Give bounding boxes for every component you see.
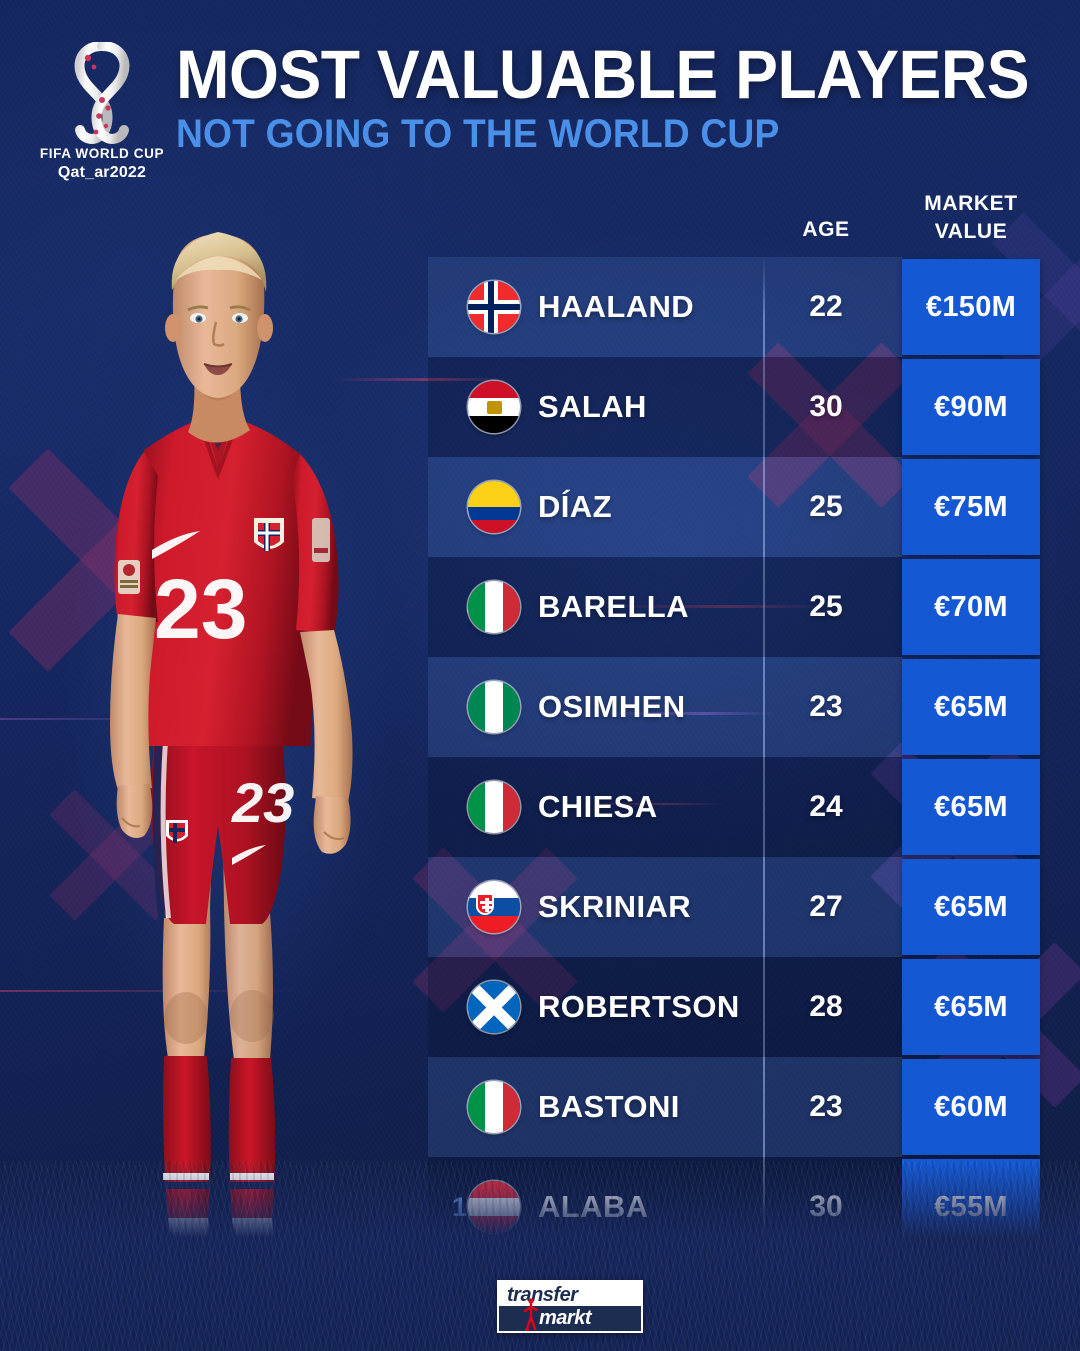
italy-flag-icon bbox=[468, 781, 520, 833]
column-header-market-value-line2: VALUE bbox=[934, 219, 1008, 243]
player-name: CHIESA bbox=[538, 789, 658, 824]
column-header-market-value: MARKET VALUE bbox=[900, 190, 1042, 246]
players-table: 1HAALAND22€150M2SALAH30€90M3DÍAZ25€75M4B… bbox=[0, 257, 1080, 1257]
market-value: €65M bbox=[902, 759, 1040, 855]
player-age: 28 bbox=[809, 990, 843, 1023]
transfermarkt-logo: transfer markt bbox=[497, 1280, 643, 1333]
fifa-logo-line2: Qat_ar2022 bbox=[57, 164, 147, 181]
market-value: €65M bbox=[902, 859, 1040, 955]
table-row[interactable]: 8ROBERTSON28€65M bbox=[0, 957, 1080, 1057]
table-row[interactable]: 7SKRINIAR27€65M bbox=[0, 857, 1080, 957]
player-age: 30 bbox=[809, 390, 843, 423]
market-value: €60M bbox=[902, 1059, 1040, 1155]
colombia-flag-icon bbox=[468, 481, 520, 533]
italy-flag-icon bbox=[468, 1081, 520, 1133]
player-name: OSIMHEN bbox=[538, 689, 686, 724]
column-header-age: AGE bbox=[802, 218, 850, 241]
fifa-logo-line1: FIFA WORLD CUP bbox=[39, 146, 165, 161]
market-value: €75M bbox=[902, 459, 1040, 555]
market-value: €55M bbox=[902, 1159, 1040, 1255]
table-row[interactable]: 6CHIESA24€65M bbox=[0, 757, 1080, 857]
player-name: HAALAND bbox=[538, 289, 695, 324]
scotland-flag-icon bbox=[468, 981, 520, 1033]
egypt-flag-icon bbox=[468, 381, 520, 433]
player-age: 25 bbox=[809, 590, 843, 623]
transfermarkt-player-figure-icon bbox=[524, 1298, 538, 1331]
player-name: SALAH bbox=[538, 389, 647, 424]
player-age: 30 bbox=[809, 1190, 843, 1223]
player-name: BASTONI bbox=[538, 1089, 680, 1124]
table-row[interactable]: 4BARELLA25€70M bbox=[0, 557, 1080, 657]
player-age: 25 bbox=[809, 490, 843, 523]
nigeria-flag-icon bbox=[468, 681, 520, 733]
table-row[interactable]: 9BASTONI23€60M bbox=[0, 1057, 1080, 1157]
table-row[interactable]: 10 ALABA 30 €55M bbox=[0, 1157, 1080, 1257]
market-value: €150M bbox=[902, 259, 1040, 355]
market-value: €65M bbox=[902, 659, 1040, 755]
player-name: ALABA bbox=[538, 1189, 649, 1224]
player-name: ROBERTSON bbox=[538, 989, 740, 1024]
player-age: 22 bbox=[809, 290, 843, 323]
player-name: BARELLA bbox=[538, 589, 689, 624]
norway-flag-icon bbox=[468, 281, 520, 333]
page-title: MOST VALUABLE PLAYERS bbox=[176, 36, 1030, 113]
column-divider bbox=[763, 257, 765, 1257]
transfermarkt-word-transfer: transfer bbox=[507, 1284, 578, 1306]
market-value: €70M bbox=[902, 559, 1040, 655]
player-age: 23 bbox=[809, 690, 843, 723]
title-block: MOST VALUABLE PLAYERS NOT GOING TO THE W… bbox=[176, 36, 1030, 157]
italy-flag-icon bbox=[468, 581, 520, 633]
player-age: 23 bbox=[809, 1090, 843, 1123]
player-name: DÍAZ bbox=[538, 489, 612, 524]
transfermarkt-word-markt: markt bbox=[539, 1307, 591, 1329]
table-row[interactable]: 1HAALAND22€150M bbox=[0, 257, 1080, 357]
slovakia-flag-icon bbox=[468, 881, 520, 933]
column-headers: AGE MARKET VALUE bbox=[0, 180, 1080, 250]
page-subtitle: NOT GOING TO THE WORLD CUP bbox=[176, 112, 780, 157]
market-value: €65M bbox=[902, 959, 1040, 1055]
player-age: 24 bbox=[809, 790, 843, 823]
column-header-market-value-line1: MARKET bbox=[924, 192, 1018, 215]
table-row[interactable]: 3DÍAZ25€75M bbox=[0, 457, 1080, 557]
player-age: 27 bbox=[809, 890, 843, 923]
header: FIFA WORLD CUP Qat_ar2022 MOST VALUABLE … bbox=[0, 0, 1080, 190]
market-value: €90M bbox=[902, 359, 1040, 455]
table-row[interactable]: 2SALAH30€90M bbox=[0, 357, 1080, 457]
austria-flag-icon bbox=[468, 1181, 520, 1233]
fifa-world-cup-logo-icon: FIFA WORLD CUP Qat_ar2022 bbox=[34, 42, 170, 182]
table-row[interactable]: 5OSIMHEN23€65M bbox=[0, 657, 1080, 757]
player-name: SKRINIAR bbox=[538, 889, 692, 924]
